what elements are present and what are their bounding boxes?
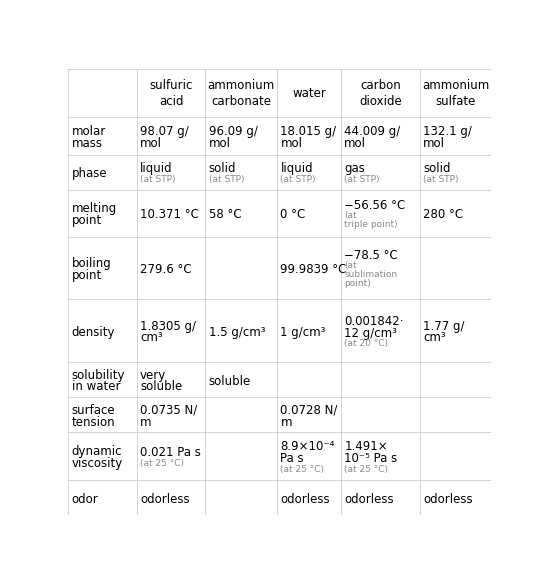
Text: odorless: odorless [281, 493, 330, 505]
Text: boiling: boiling [72, 257, 111, 270]
Text: m: m [281, 416, 292, 428]
Text: solubility: solubility [72, 369, 125, 382]
Text: 132.1 g/: 132.1 g/ [423, 125, 472, 138]
Text: odorless: odorless [345, 493, 394, 505]
Text: 10.371 °C: 10.371 °C [140, 208, 199, 221]
Text: mol: mol [209, 137, 230, 150]
Text: 1.8305 g/: 1.8305 g/ [140, 320, 196, 333]
Text: sulfuric
acid: sulfuric acid [150, 79, 193, 108]
Text: ammonium
carbonate: ammonium carbonate [207, 79, 275, 108]
Text: 0.001842·: 0.001842· [345, 315, 404, 328]
Text: viscosity: viscosity [72, 457, 123, 470]
Text: 0.0728 N/: 0.0728 N/ [281, 404, 338, 417]
Text: tension: tension [72, 416, 115, 428]
Text: 279.6 °C: 279.6 °C [140, 263, 192, 276]
Text: 96.09 g/: 96.09 g/ [209, 125, 258, 138]
Text: soluble: soluble [209, 375, 251, 387]
Text: 99.9839 °C: 99.9839 °C [281, 263, 347, 276]
Text: 12 g/cm³: 12 g/cm³ [345, 327, 397, 340]
Text: water: water [292, 87, 326, 100]
Text: odorless: odorless [140, 493, 190, 505]
Text: melting: melting [72, 202, 117, 215]
Text: solid: solid [423, 162, 450, 175]
Text: −78.5 °C: −78.5 °C [345, 249, 398, 262]
Text: (at 25 °C): (at 25 °C) [281, 464, 324, 474]
Text: (at STP): (at STP) [140, 175, 176, 184]
Text: (at STP): (at STP) [345, 175, 380, 184]
Text: point: point [72, 214, 102, 227]
Text: (at 20 °C): (at 20 °C) [345, 339, 388, 348]
Text: (at: (at [345, 261, 357, 270]
Text: sublimation: sublimation [345, 270, 397, 280]
Text: (at: (at [345, 211, 357, 220]
Text: surface: surface [72, 404, 115, 417]
Text: dynamic: dynamic [72, 445, 122, 458]
Text: gas: gas [345, 162, 365, 175]
Text: mol: mol [423, 137, 445, 150]
Text: 98.07 g/: 98.07 g/ [140, 125, 189, 138]
Text: 10⁻⁵ Pa s: 10⁻⁵ Pa s [345, 452, 397, 465]
Text: phase: phase [72, 167, 107, 180]
Text: 1 g/cm³: 1 g/cm³ [281, 325, 326, 339]
Text: very: very [140, 369, 167, 382]
Text: ammonium
sulfate: ammonium sulfate [422, 79, 489, 108]
Text: 44.009 g/: 44.009 g/ [345, 125, 401, 138]
Text: mol: mol [281, 137, 302, 150]
Text: 8.9×10⁻⁴: 8.9×10⁻⁴ [281, 441, 335, 453]
Text: 0 °C: 0 °C [281, 208, 306, 221]
Text: density: density [72, 325, 115, 339]
Text: point: point [72, 269, 102, 282]
Text: liquid: liquid [281, 162, 313, 175]
Text: carbon
dioxide: carbon dioxide [359, 79, 402, 108]
Text: mol: mol [345, 137, 366, 150]
Text: cm³: cm³ [423, 331, 446, 345]
Text: odorless: odorless [423, 493, 473, 505]
Text: cm³: cm³ [140, 331, 163, 345]
Text: molar: molar [72, 125, 106, 138]
Text: 1.491×: 1.491× [345, 441, 388, 453]
Text: soluble: soluble [140, 380, 182, 393]
Text: 18.015 g/: 18.015 g/ [281, 125, 336, 138]
Text: odor: odor [72, 493, 98, 505]
Text: triple point): triple point) [345, 220, 398, 229]
Text: −56.56 °C: −56.56 °C [345, 199, 406, 212]
Text: mass: mass [72, 137, 103, 150]
Text: (at 25 °C): (at 25 °C) [140, 459, 184, 468]
Text: 280 °C: 280 °C [423, 208, 463, 221]
Text: Pa s: Pa s [281, 452, 304, 465]
Text: (at STP): (at STP) [423, 175, 459, 184]
Text: 1.5 g/cm³: 1.5 g/cm³ [209, 325, 265, 339]
Text: 1.77 g/: 1.77 g/ [423, 320, 465, 333]
Text: (at 25 °C): (at 25 °C) [345, 464, 388, 474]
Text: (at STP): (at STP) [281, 175, 316, 184]
Text: in water: in water [72, 380, 120, 393]
Text: 0.021 Pa s: 0.021 Pa s [140, 446, 201, 459]
Text: (at STP): (at STP) [209, 175, 244, 184]
Text: solid: solid [209, 162, 236, 175]
Text: mol: mol [140, 137, 162, 150]
Text: m: m [140, 416, 152, 428]
Text: point): point) [345, 280, 371, 288]
Text: 0.0735 N/: 0.0735 N/ [140, 404, 198, 417]
Text: liquid: liquid [140, 162, 173, 175]
Text: 58 °C: 58 °C [209, 208, 241, 221]
